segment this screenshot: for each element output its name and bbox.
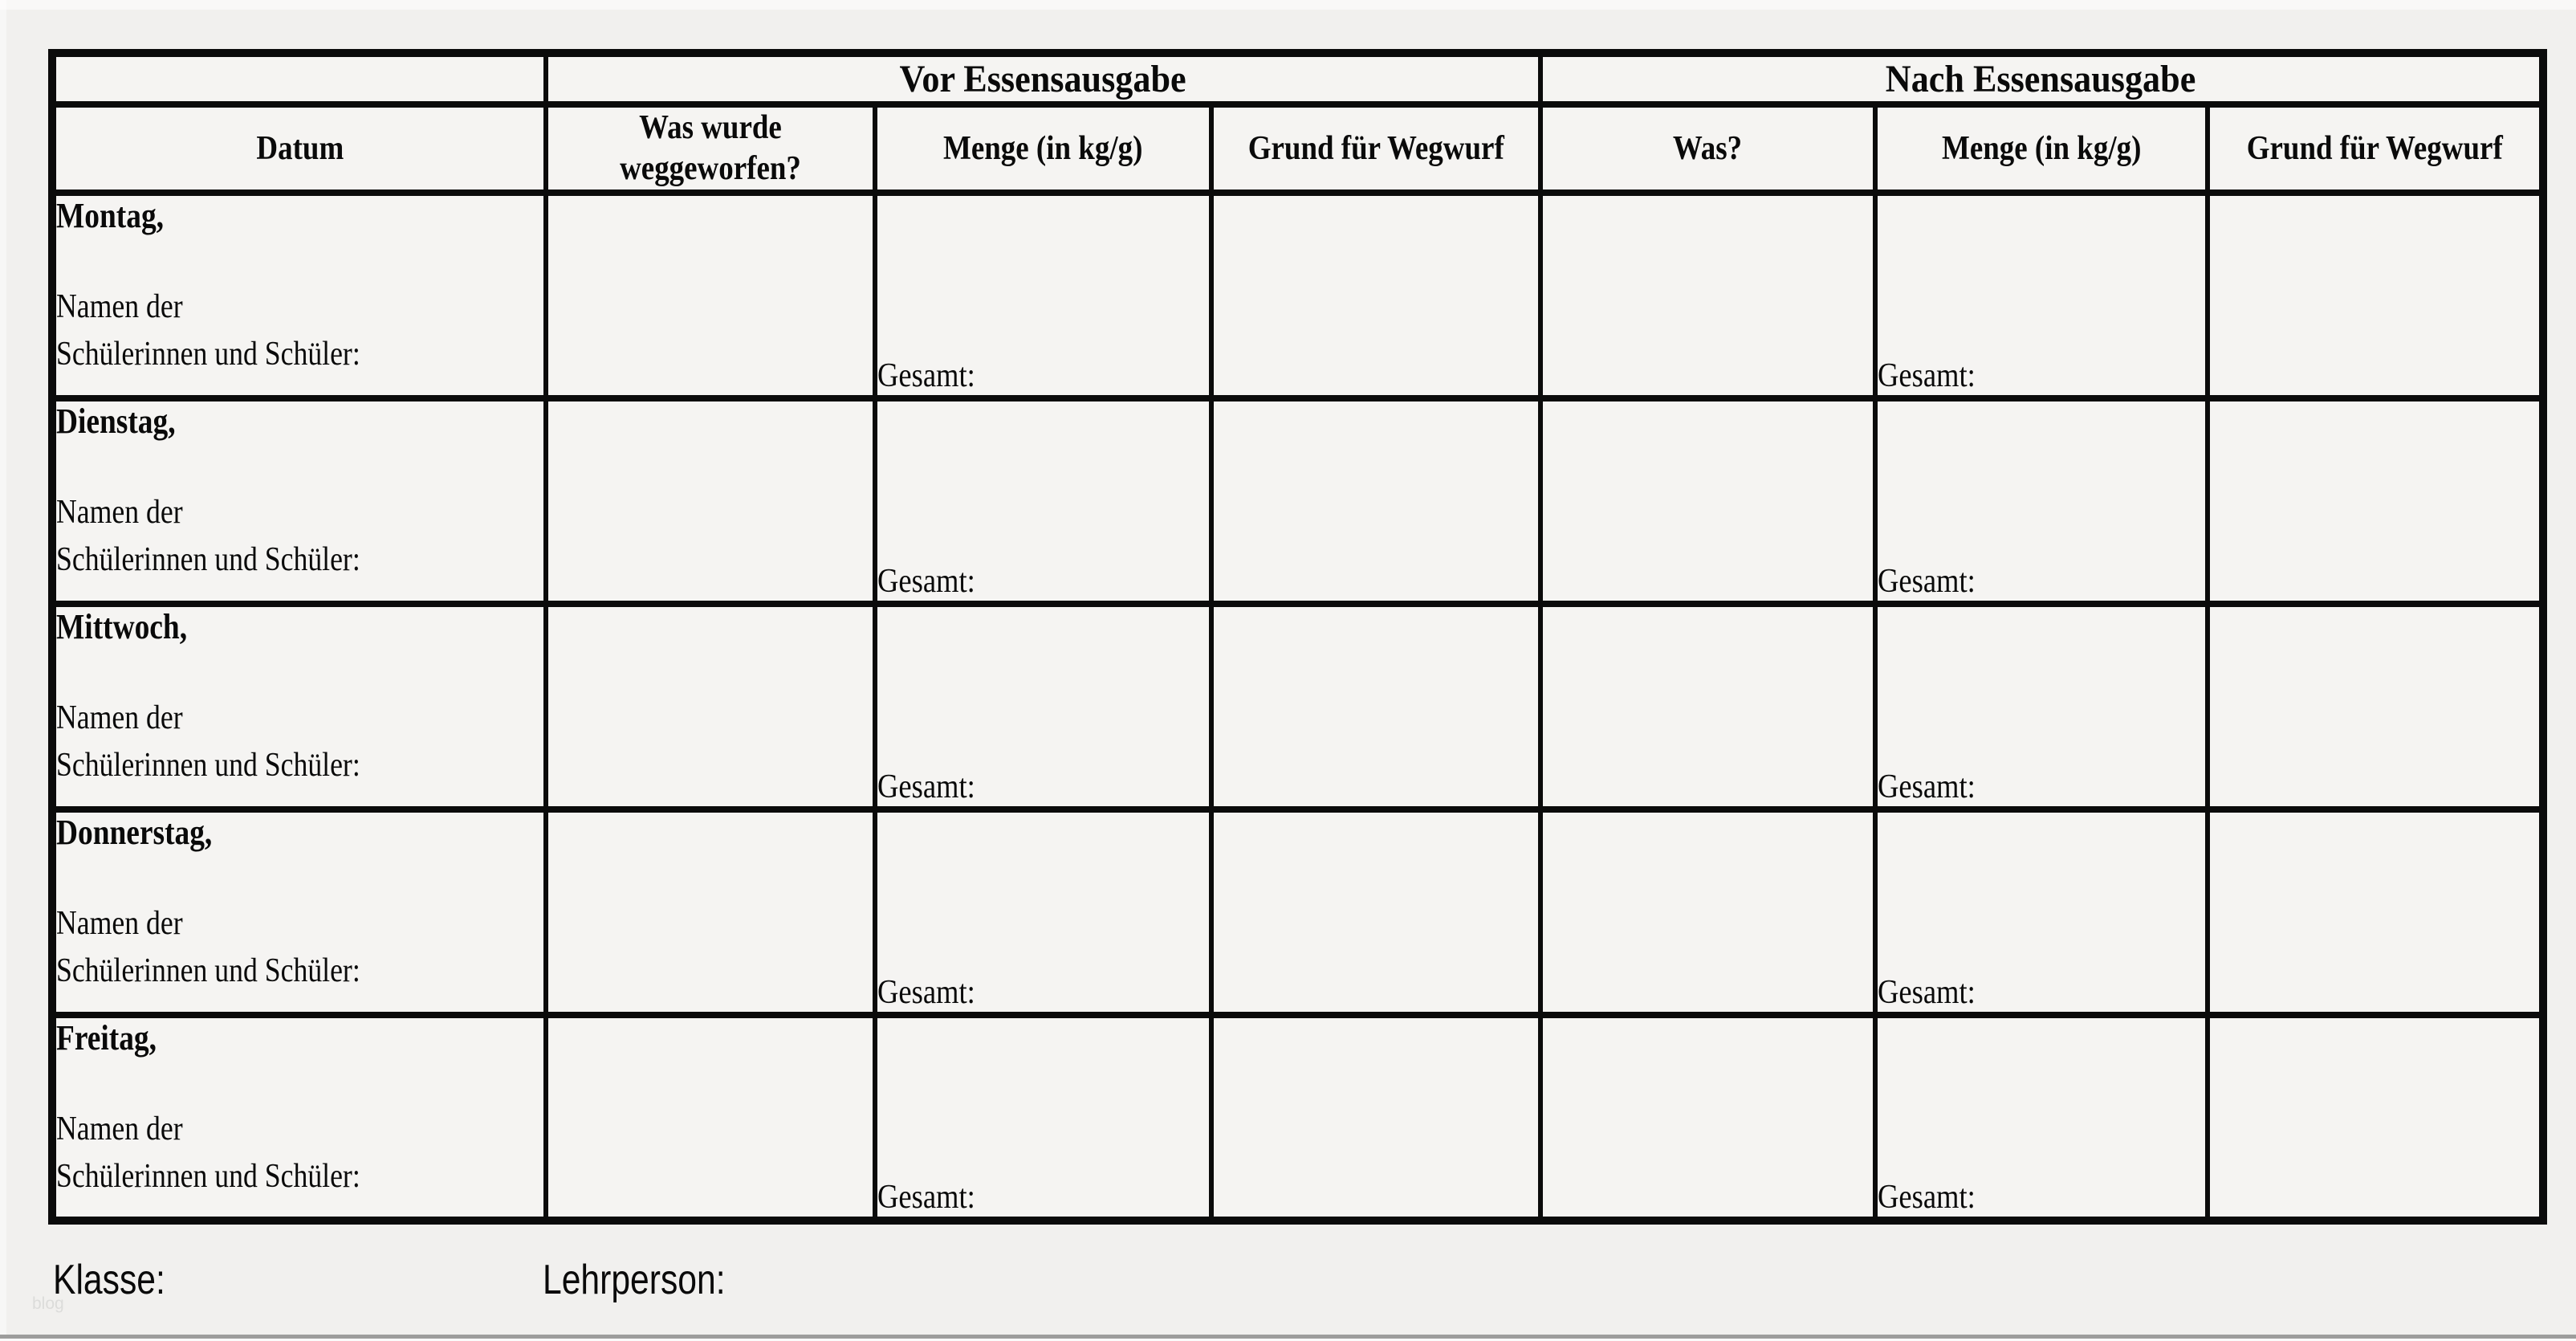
day-cell-freitag: Freitag, Namen der Schülerinnen und Schü…	[50, 1012, 548, 1225]
col-header-grund-vor: Grund für Wegwurf	[1209, 100, 1543, 197]
day-label: Freitag,	[56, 1018, 157, 1058]
day-label: Montag,	[56, 196, 165, 236]
gesamt-label: Gesamt:	[1878, 357, 1976, 395]
col-header-menge-vor-label: Menge (in kg/g)	[943, 129, 1143, 167]
scan-left-edge	[0, 0, 6, 1341]
entry-cell	[1538, 601, 1878, 813]
day-label: Mittwoch,	[56, 607, 188, 647]
col-header-menge-vor: Menge (in kg/g)	[873, 100, 1214, 197]
gesamt-cell: Gesamt:	[873, 806, 1214, 1019]
entry-cell	[543, 1012, 877, 1225]
names-label: Namen der Schülerinnen und Schüler:	[56, 699, 360, 784]
entry-cell	[2204, 395, 2546, 608]
day-label: Dienstag,	[56, 401, 176, 442]
worksheet-table: Vor Essensausgabe Nach Essensausgabe Dat…	[48, 49, 2548, 1225]
table-row-montag: Montag, Namen der Schülerinnen und Schül…	[50, 190, 2546, 402]
group-header-row: Vor Essensausgabe Nach Essensausgabe	[50, 50, 2546, 108]
gesamt-cell: Gesamt:	[873, 395, 1214, 608]
names-label: Namen der Schülerinnen und Schüler:	[56, 1111, 360, 1195]
column-header-row: Datum Was wurde weggeworfen? Menge (in k…	[50, 100, 2546, 197]
entry-cell	[2204, 1012, 2546, 1225]
col-header-was-label: Was?	[1673, 129, 1743, 167]
day-cell-donnerstag: Donnerstag, Namen der Schülerinnen und S…	[50, 806, 548, 1019]
col-header-menge-nach-label: Menge (in kg/g)	[1941, 129, 2142, 167]
gesamt-label: Gesamt:	[877, 974, 975, 1012]
gesamt-cell: Gesamt:	[1873, 601, 2210, 813]
entry-cell	[1538, 806, 1878, 1019]
group-header-vor: Vor Essensausgabe	[543, 50, 1543, 108]
entry-cell	[1209, 806, 1543, 1019]
names-label: Namen der Schülerinnen und Schüler:	[56, 494, 360, 578]
names-label: Namen der Schülerinnen und Schüler:	[56, 905, 360, 989]
klasse-label: Klasse:	[53, 1257, 165, 1303]
col-header-grund-nach: Grund für Wegwurf	[2204, 100, 2546, 197]
col-header-datum: Datum	[50, 100, 548, 197]
table-row-freitag: Freitag, Namen der Schülerinnen und Schü…	[50, 1012, 2546, 1225]
table-row-donnerstag: Donnerstag, Namen der Schülerinnen und S…	[50, 806, 2546, 1019]
entry-cell	[1209, 395, 1543, 608]
gesamt-label: Gesamt:	[1878, 1179, 1976, 1217]
scan-bottom-edge	[0, 1335, 2576, 1339]
gesamt-label: Gesamt:	[877, 357, 975, 395]
entry-cell	[1538, 395, 1878, 608]
gesamt-cell: Gesamt:	[873, 601, 1214, 813]
col-header-grund-vor-label: Grund für Wegwurf	[1247, 129, 1504, 167]
gesamt-cell: Gesamt:	[1873, 806, 2210, 1019]
scan-bottom-white-edge	[0, 1339, 2576, 1341]
lehrperson-label: Lehrperson:	[543, 1257, 726, 1303]
gesamt-label: Gesamt:	[877, 768, 975, 806]
col-header-was-wurde-weggeworfen-label: Was wurde weggeworfen?	[620, 109, 801, 188]
names-label: Namen der Schülerinnen und Schüler:	[56, 288, 360, 373]
day-cell-dienstag: Dienstag, Namen der Schülerinnen und Sch…	[50, 395, 548, 608]
col-header-was: Was?	[1538, 100, 1878, 197]
entry-cell	[1209, 601, 1543, 813]
group-header-nach: Nach Essensausgabe	[1537, 50, 2546, 108]
entry-cell	[543, 601, 877, 813]
gesamt-label: Gesamt:	[877, 563, 975, 601]
group-header-vor-label: Vor Essensausgabe	[899, 58, 1187, 100]
gesamt-cell: Gesamt:	[1873, 190, 2210, 402]
gesamt-cell: Gesamt:	[1873, 1012, 2210, 1225]
entry-cell	[1538, 1012, 1878, 1225]
day-label: Donnerstag,	[56, 813, 213, 853]
col-header-menge-nach: Menge (in kg/g)	[1873, 100, 2210, 197]
entry-cell	[1209, 1012, 1543, 1225]
entry-cell	[1538, 190, 1878, 402]
group-header-nach-label: Nach Essensausgabe	[1886, 58, 2196, 100]
corner-cell	[50, 50, 548, 108]
entry-cell	[543, 395, 877, 608]
scan-top-edge	[0, 0, 2576, 10]
entry-cell	[2204, 806, 2546, 1019]
entry-cell	[543, 806, 877, 1019]
gesamt-label: Gesamt:	[1878, 974, 1976, 1012]
gesamt-cell: Gesamt:	[873, 1012, 1214, 1225]
col-header-grund-nach-label: Grund für Wegwurf	[2246, 129, 2503, 167]
gesamt-label: Gesamt:	[1878, 563, 1976, 601]
gesamt-cell: Gesamt:	[1873, 395, 2210, 608]
entry-cell	[543, 190, 877, 402]
gesamt-label: Gesamt:	[1878, 768, 1976, 806]
day-cell-mittwoch: Mittwoch, Namen der Schülerinnen und Sch…	[50, 601, 548, 813]
entry-cell	[2204, 190, 2546, 402]
entry-cell	[1209, 190, 1543, 402]
col-header-was-wurde-weggeworfen: Was wurde weggeworfen?	[543, 100, 877, 197]
entry-cell	[2204, 601, 2546, 813]
table-row-mittwoch: Mittwoch, Namen der Schülerinnen und Sch…	[50, 601, 2546, 813]
watermark-text: blog	[32, 1294, 64, 1313]
col-header-datum-label: Datum	[256, 129, 344, 167]
day-cell-montag: Montag, Namen der Schülerinnen und Schül…	[50, 190, 548, 402]
gesamt-cell: Gesamt:	[873, 190, 1214, 402]
gesamt-label: Gesamt:	[877, 1179, 975, 1217]
table-row-dienstag: Dienstag, Namen der Schülerinnen und Sch…	[50, 395, 2546, 608]
